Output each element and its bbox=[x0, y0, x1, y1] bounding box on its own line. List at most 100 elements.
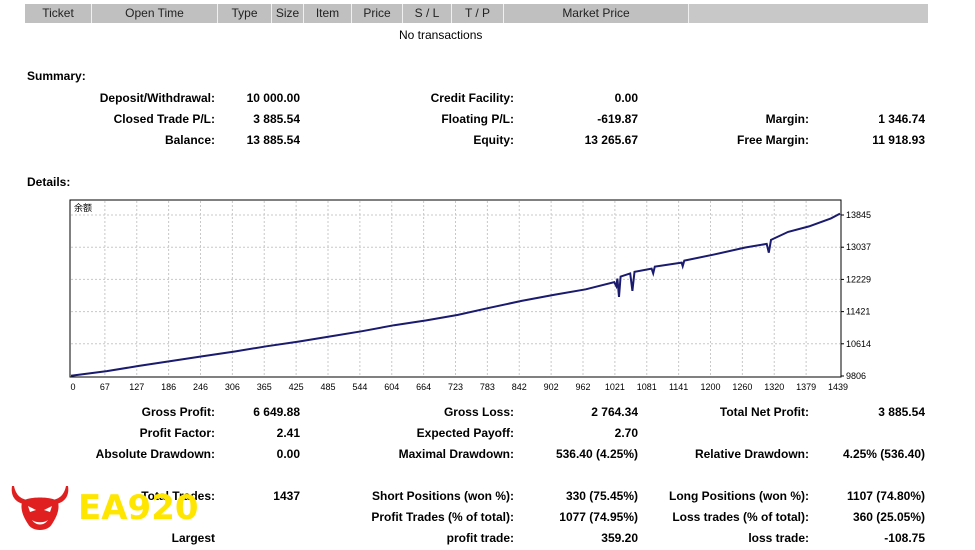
gross-profit-value: 6 649.88 bbox=[253, 405, 300, 419]
chart-title: 余额 bbox=[74, 202, 92, 214]
equity-value: 13 265.67 bbox=[584, 133, 638, 147]
largest-loss-value: -108.75 bbox=[884, 531, 925, 545]
expected-payoff-value: 2.70 bbox=[614, 426, 638, 440]
maximal-drawdown-value: 536.40 (4.25%) bbox=[555, 447, 638, 461]
free-margin-value: 11 918.93 bbox=[872, 133, 925, 147]
summary-heading: Summary: bbox=[27, 69, 86, 83]
y-tick-label: 11421 bbox=[846, 307, 870, 317]
column-header-type[interactable]: Type bbox=[218, 4, 272, 23]
empty-table-message: No transactions bbox=[399, 28, 483, 42]
balance-series bbox=[70, 212, 841, 377]
loss-trades-value: 360 (25.05%) bbox=[852, 510, 925, 524]
gross-loss-label: Gross Loss: bbox=[443, 405, 514, 419]
column-header-ticket[interactable]: Ticket bbox=[25, 4, 92, 23]
closed-pl-label: Closed Trade P/L: bbox=[113, 112, 215, 126]
credit-label: Credit Facility: bbox=[430, 91, 514, 105]
largest-profit-label: profit trade: bbox=[446, 531, 514, 545]
column-header-item[interactable]: Item bbox=[304, 4, 352, 23]
x-tick-label: 306 bbox=[225, 382, 240, 392]
y-tick-label: 10614 bbox=[846, 339, 871, 349]
column-header-sl[interactable]: S / L bbox=[403, 4, 452, 23]
x-tick-label: 246 bbox=[193, 382, 208, 392]
x-tick-label: 1021 bbox=[605, 382, 625, 392]
margin-value: 1 346.74 bbox=[878, 112, 925, 126]
profit-trades-label: Profit Trades (% of total): bbox=[371, 510, 514, 524]
x-tick-label: 67 bbox=[100, 382, 110, 392]
relative-drawdown-label: Relative Drawdown: bbox=[694, 447, 809, 461]
column-header-price[interactable]: Price bbox=[352, 4, 403, 23]
column-header-market-price[interactable]: Market Price bbox=[504, 4, 689, 23]
x-tick-label: 604 bbox=[384, 382, 399, 392]
relative-drawdown-value: 4.25% (536.40) bbox=[842, 447, 925, 461]
x-tick-label: 544 bbox=[352, 382, 367, 392]
net-profit-value: 3 885.54 bbox=[878, 405, 925, 419]
x-tick-label: 186 bbox=[161, 382, 176, 392]
x-tick-label: 1141 bbox=[669, 382, 688, 392]
column-header-size[interactable]: Size bbox=[272, 4, 304, 23]
profit-factor-value: 2.41 bbox=[276, 426, 300, 440]
x-tick-label: 783 bbox=[480, 382, 495, 392]
chart-grid bbox=[71, 201, 840, 376]
x-tick-label: 0 bbox=[70, 382, 75, 392]
loss-trades-label: Loss trades (% of total): bbox=[672, 510, 809, 524]
absolute-drawdown-label: Absolute Drawdown: bbox=[95, 447, 215, 461]
largest-label: Largest bbox=[171, 531, 215, 545]
logo-text: EA920 bbox=[78, 488, 199, 528]
margin-label: Margin: bbox=[765, 112, 809, 126]
x-tick-label: 485 bbox=[320, 382, 335, 392]
x-tick-label: 1320 bbox=[764, 382, 784, 392]
x-tick-label: 1260 bbox=[732, 382, 752, 392]
balance-line bbox=[70, 212, 841, 377]
largest-loss-label: loss trade: bbox=[748, 531, 809, 545]
credit-value: 0.00 bbox=[614, 91, 638, 105]
long-positions-value: 1107 (74.80%) bbox=[846, 489, 925, 503]
maximal-drawdown-label: Maximal Drawdown: bbox=[398, 447, 514, 461]
profit-trades-value: 1077 (74.95%) bbox=[559, 510, 638, 524]
bull-head-icon bbox=[11, 486, 69, 530]
positions-table-header: Ticket Open Time Type Size Item Price S … bbox=[25, 4, 928, 23]
closed-pl-value: 3 885.54 bbox=[253, 112, 300, 126]
y-tick-label: 13037 bbox=[846, 242, 871, 252]
x-tick-label: 723 bbox=[448, 382, 463, 392]
short-positions-label: Short Positions (won %): bbox=[372, 489, 514, 503]
x-tick-label: 902 bbox=[544, 382, 559, 392]
x-tick-label: 365 bbox=[257, 382, 272, 392]
largest-profit-value: 359.20 bbox=[601, 531, 638, 545]
balance-chart: 0 67 127 186 246 306 365 425 485 544 604 664 723 783 8… bbox=[69, 199, 871, 392]
x-tick-label: 1081 bbox=[637, 382, 657, 392]
total-trades-label: Total Trades: bbox=[141, 489, 215, 503]
details-heading: Details: bbox=[27, 175, 71, 189]
column-header-open-time[interactable]: Open Time bbox=[92, 4, 218, 23]
absolute-drawdown-value: 0.00 bbox=[276, 447, 300, 461]
x-tick-label: 127 bbox=[129, 382, 144, 392]
gross-profit-label: Gross Profit: bbox=[141, 405, 215, 419]
x-tick-label: 1439 bbox=[828, 382, 848, 392]
x-tick-label: 425 bbox=[289, 382, 304, 392]
balance-value: 13 885.54 bbox=[246, 133, 300, 147]
y-tick-label: 9806 bbox=[846, 371, 866, 381]
deposit-value: 10 000.00 bbox=[246, 91, 300, 105]
free-margin-label: Free Margin: bbox=[736, 133, 809, 147]
short-positions-value: 330 (75.45%) bbox=[565, 489, 638, 503]
x-tick-label: 1200 bbox=[700, 382, 720, 392]
profit-factor-label: Profit Factor: bbox=[139, 426, 215, 440]
x-tick-label: 664 bbox=[416, 382, 431, 392]
floating-pl-value: -619.87 bbox=[597, 112, 638, 126]
expected-payoff-label: Expected Payoff: bbox=[416, 426, 514, 440]
logo bbox=[8, 480, 72, 536]
deposit-label: Deposit/Withdrawal: bbox=[99, 91, 215, 105]
net-profit-label: Total Net Profit: bbox=[719, 405, 809, 419]
long-positions-label: Long Positions (won %): bbox=[669, 489, 809, 503]
gross-loss-value: 2 764.34 bbox=[591, 405, 638, 419]
floating-pl-label: Floating P/L: bbox=[441, 112, 514, 126]
column-header-tp[interactable]: T / P bbox=[452, 4, 504, 23]
x-tick-label: 1379 bbox=[796, 382, 816, 392]
balance-label: Balance: bbox=[164, 133, 215, 147]
chart-ticks: 0 67 127 186 246 306 365 425 485 544 604 664 723 783 8… bbox=[70, 210, 871, 392]
x-tick-label: 842 bbox=[512, 382, 527, 392]
column-header-blank bbox=[689, 4, 928, 23]
total-trades-value: 1437 bbox=[273, 489, 300, 503]
y-tick-label: 13845 bbox=[846, 210, 871, 220]
equity-label: Equity: bbox=[473, 133, 514, 147]
y-tick-label: 12229 bbox=[846, 274, 871, 284]
